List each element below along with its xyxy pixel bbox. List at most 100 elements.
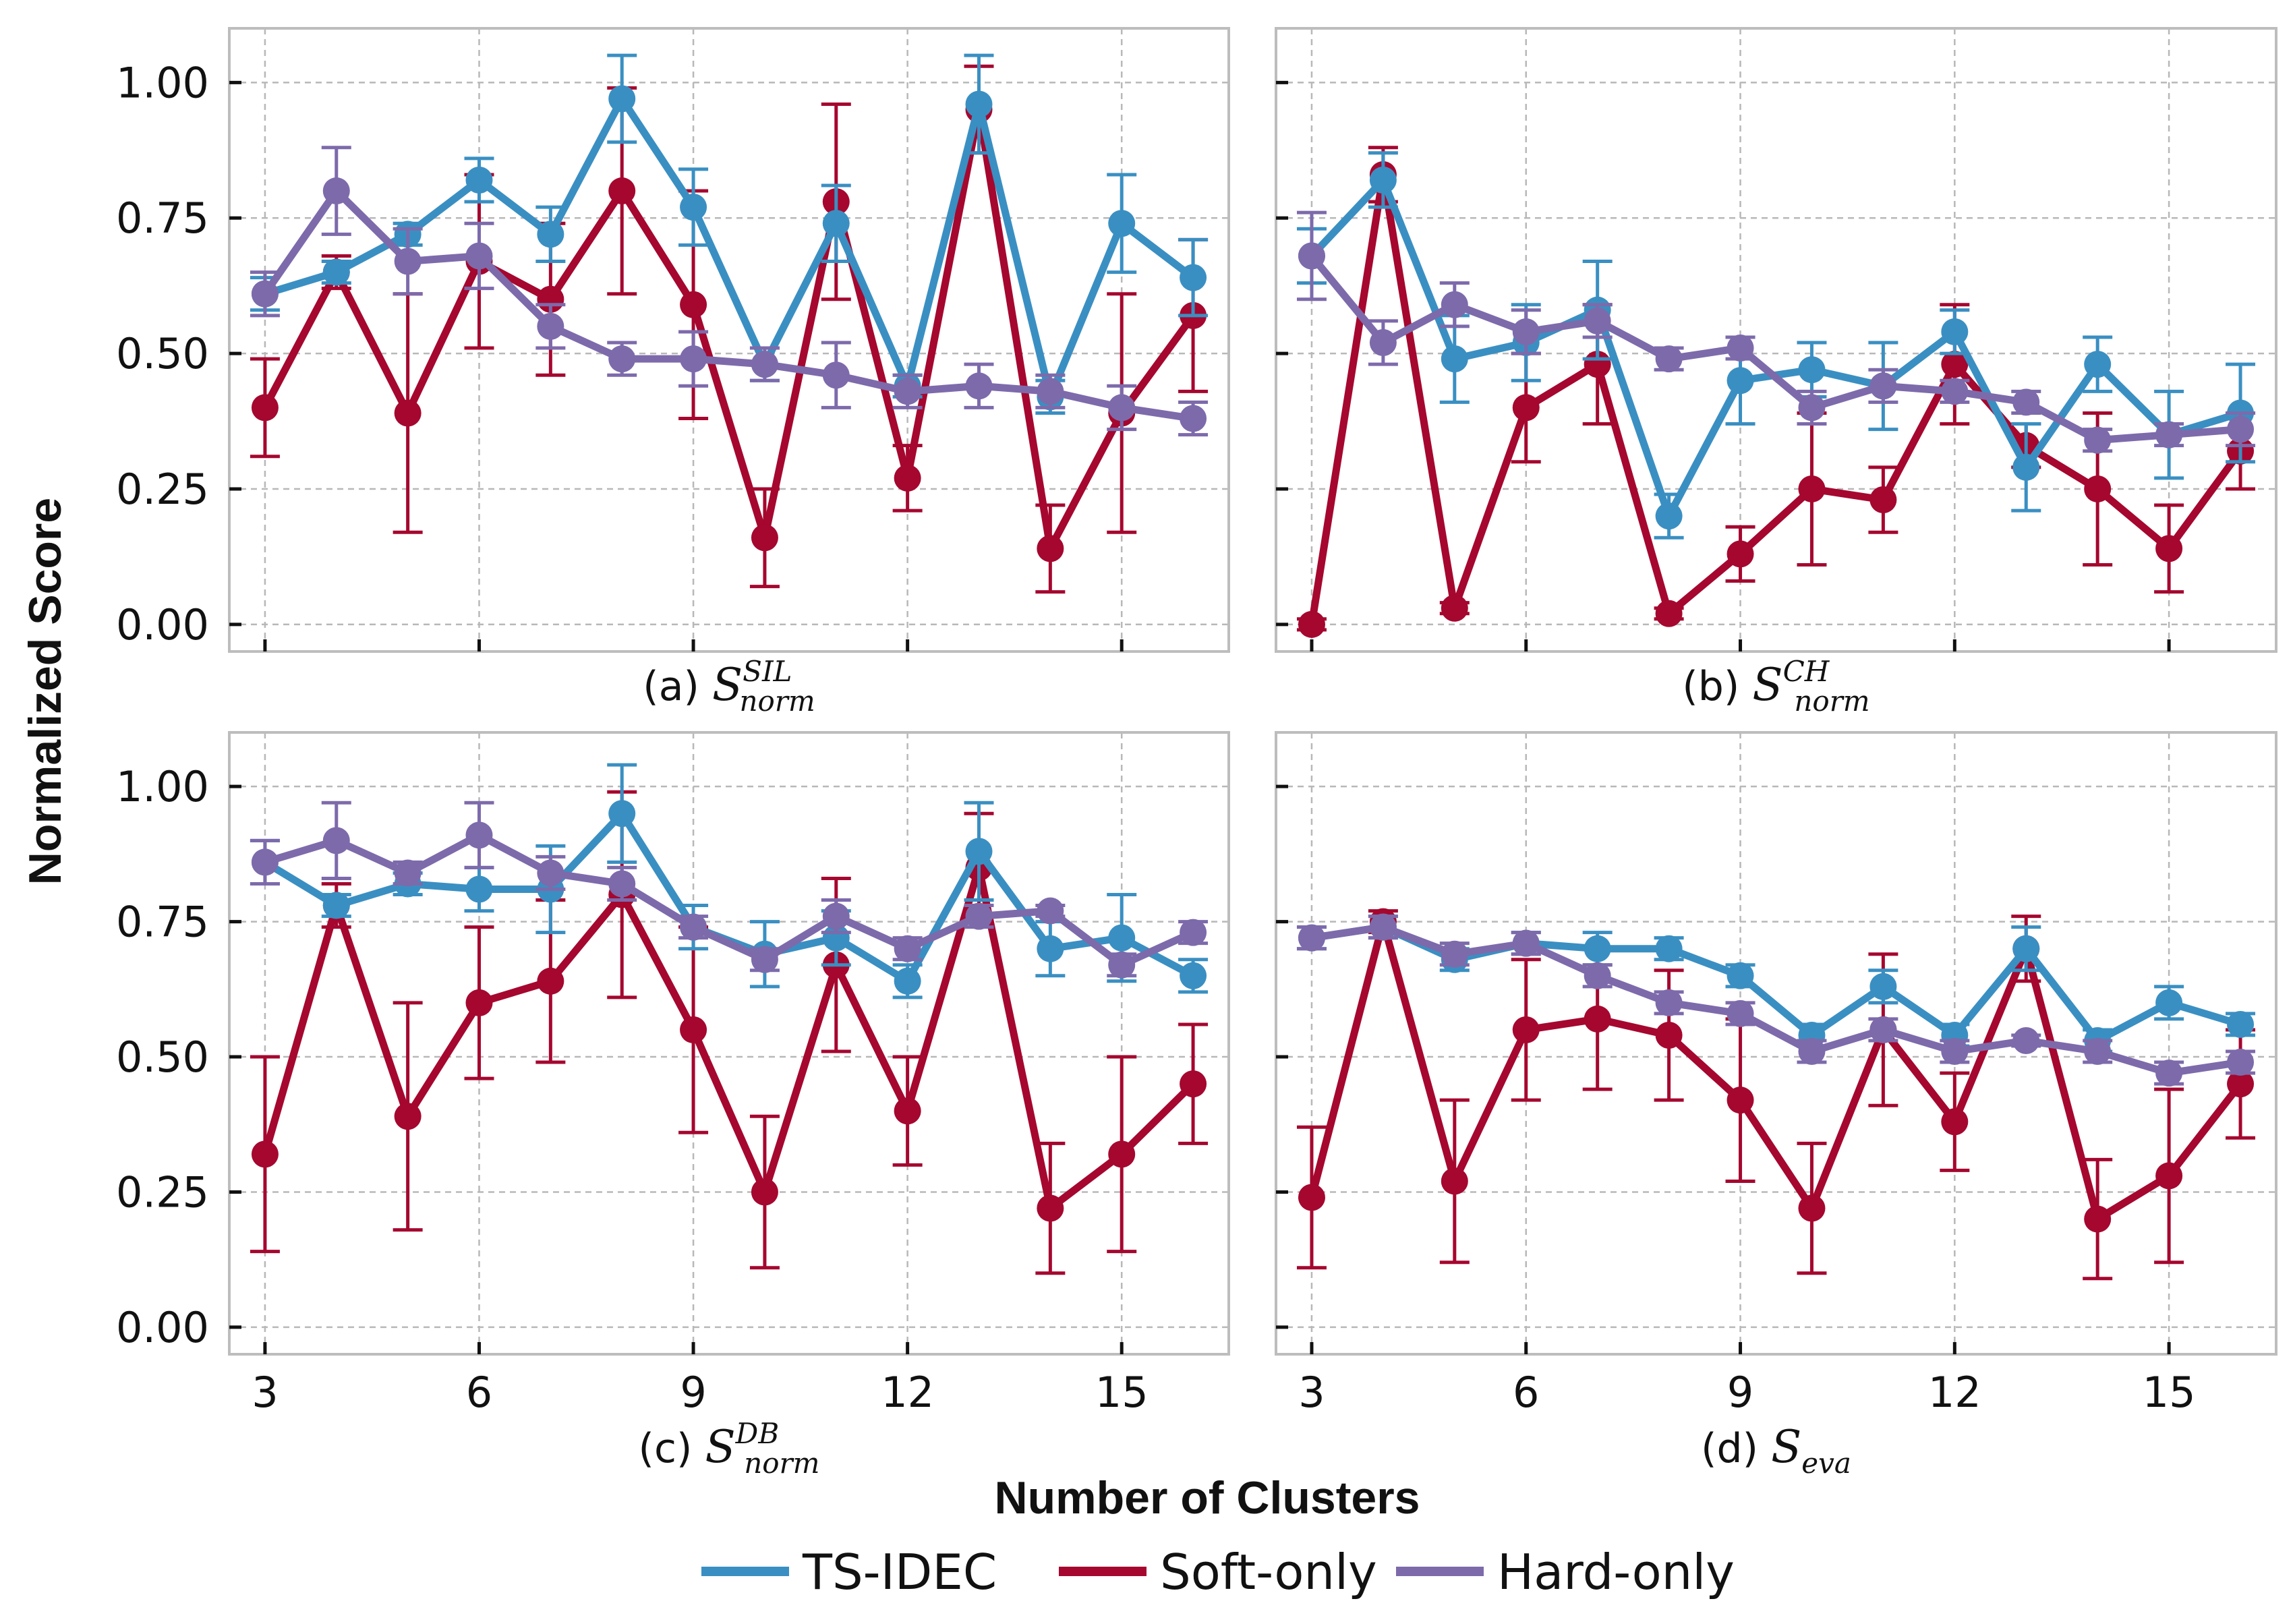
- data-point: [1798, 475, 1826, 502]
- data-point: [537, 221, 564, 248]
- data-point: [2084, 1205, 2112, 1233]
- panel-d: 3 6 9 12 15 (d) Seva: [1275, 731, 2277, 1480]
- data-point: [322, 892, 350, 919]
- data-point: [1726, 540, 1754, 568]
- panel-frame: [228, 27, 1230, 653]
- legend-label: TS-IDEC: [802, 1544, 997, 1600]
- legend-label: Soft-only: [1160, 1544, 1377, 1600]
- series-hard-only: [250, 801, 1209, 979]
- y-tick-label: 0.50: [116, 1033, 209, 1082]
- data-point: [965, 902, 993, 930]
- data-point: [751, 946, 778, 973]
- series-line: [1308, 171, 2244, 629]
- data-point: [822, 210, 850, 237]
- data-point: [465, 242, 493, 270]
- data-point: [608, 345, 636, 373]
- data-point: [1512, 929, 1540, 957]
- data-point: [608, 85, 636, 113]
- data-point: [1655, 1021, 1683, 1049]
- panel-frame: [228, 731, 1230, 1356]
- y-tick-label: 0.00: [116, 600, 209, 649]
- data-point: [608, 870, 636, 898]
- series-line: [261, 863, 1197, 1213]
- series-line: [1308, 918, 2244, 1223]
- panel-c: 0.00 0.25 0.50 0.75 1.00 3 6 9 12 15 (c) SDB norm: [116, 731, 1230, 1480]
- y-tick-label: 0.50: [116, 329, 209, 378]
- grid-lines: [229, 28, 1229, 651]
- data-point: [894, 1097, 921, 1125]
- legend-label: Hard-only: [1497, 1544, 1735, 1600]
- data-point: [1298, 1184, 1325, 1211]
- data-point: [2012, 453, 2040, 481]
- panel-label-a: (a) SSIL norm: [643, 655, 815, 718]
- data-point: [2227, 1049, 2255, 1076]
- data-point: [537, 312, 564, 340]
- data-point: [394, 859, 422, 887]
- data-point: [1726, 999, 1754, 1027]
- tick-marks: [1276, 784, 2171, 1354]
- data-point: [1869, 486, 1897, 514]
- legend-item: TS-IDEC: [701, 1544, 997, 1600]
- data-point: [465, 989, 493, 1016]
- data-point: [1512, 394, 1540, 422]
- series-hard-only: [1296, 210, 2256, 454]
- y-axis-title: Normalized Score: [20, 498, 71, 885]
- series-ts-idec: [1296, 151, 2256, 540]
- tick-marks: [229, 784, 1124, 1354]
- data-point: [2012, 935, 2040, 962]
- data-point: [251, 280, 279, 308]
- y-tick-label: 0.75: [116, 194, 209, 243]
- x-tick-label: 3: [252, 1368, 278, 1417]
- data-point: [2084, 1038, 2112, 1066]
- panel-frame: [1275, 27, 2277, 653]
- data-point: [1798, 356, 1826, 384]
- x-tick-label: 15: [2143, 1368, 2196, 1417]
- data-point: [1180, 1070, 1207, 1098]
- data-point: [1655, 989, 1683, 1016]
- data-point: [822, 361, 850, 389]
- data-point: [1726, 1086, 1754, 1114]
- series-soft-only: [250, 64, 1209, 594]
- data-point: [680, 194, 707, 221]
- data-point: [1798, 394, 1826, 422]
- data-point: [251, 848, 279, 876]
- data-point: [2084, 426, 2112, 454]
- data-point: [2155, 989, 2183, 1016]
- data-point: [894, 935, 921, 962]
- data-point: [1108, 924, 1136, 952]
- data-point: [537, 967, 564, 995]
- data-point: [1726, 367, 1754, 395]
- data-point: [1108, 951, 1136, 979]
- panel-label-d: (d) Seva: [1701, 1421, 1851, 1480]
- data-point: [1108, 1140, 1136, 1168]
- data-point: [465, 821, 493, 849]
- data-point: [465, 875, 493, 903]
- data-point: [751, 1178, 778, 1206]
- data-point: [1180, 962, 1207, 989]
- data-point: [1441, 291, 1468, 318]
- data-point: [1941, 1038, 1969, 1066]
- data-point: [1869, 1016, 1897, 1043]
- data-point: [894, 464, 921, 492]
- data-point: [2084, 351, 2112, 378]
- legend: TS-IDEC Soft-only Hard-only: [701, 1544, 1735, 1600]
- data-point: [1941, 378, 1969, 405]
- panel-label-c: (c) SDB norm: [639, 1417, 820, 1480]
- y-tick-label: 1.00: [116, 58, 209, 107]
- data-point: [965, 90, 993, 118]
- series-line: [261, 94, 1197, 401]
- data-point: [465, 166, 493, 194]
- data-point: [322, 827, 350, 854]
- data-point: [1441, 345, 1468, 373]
- data-point: [1869, 973, 1897, 1000]
- data-point: [1298, 924, 1325, 952]
- data-point: [608, 800, 636, 828]
- data-point: [680, 913, 707, 941]
- series-hard-only: [1296, 913, 2256, 1087]
- y-tick-label: 0.75: [116, 898, 209, 947]
- y-tick-label: 0.25: [116, 465, 209, 514]
- series-ts-idec: [250, 763, 1209, 999]
- panel-a: 0.00 0.25 0.50 0.75 1.00 (a) SSIL norm: [116, 27, 1230, 718]
- data-point: [751, 524, 778, 552]
